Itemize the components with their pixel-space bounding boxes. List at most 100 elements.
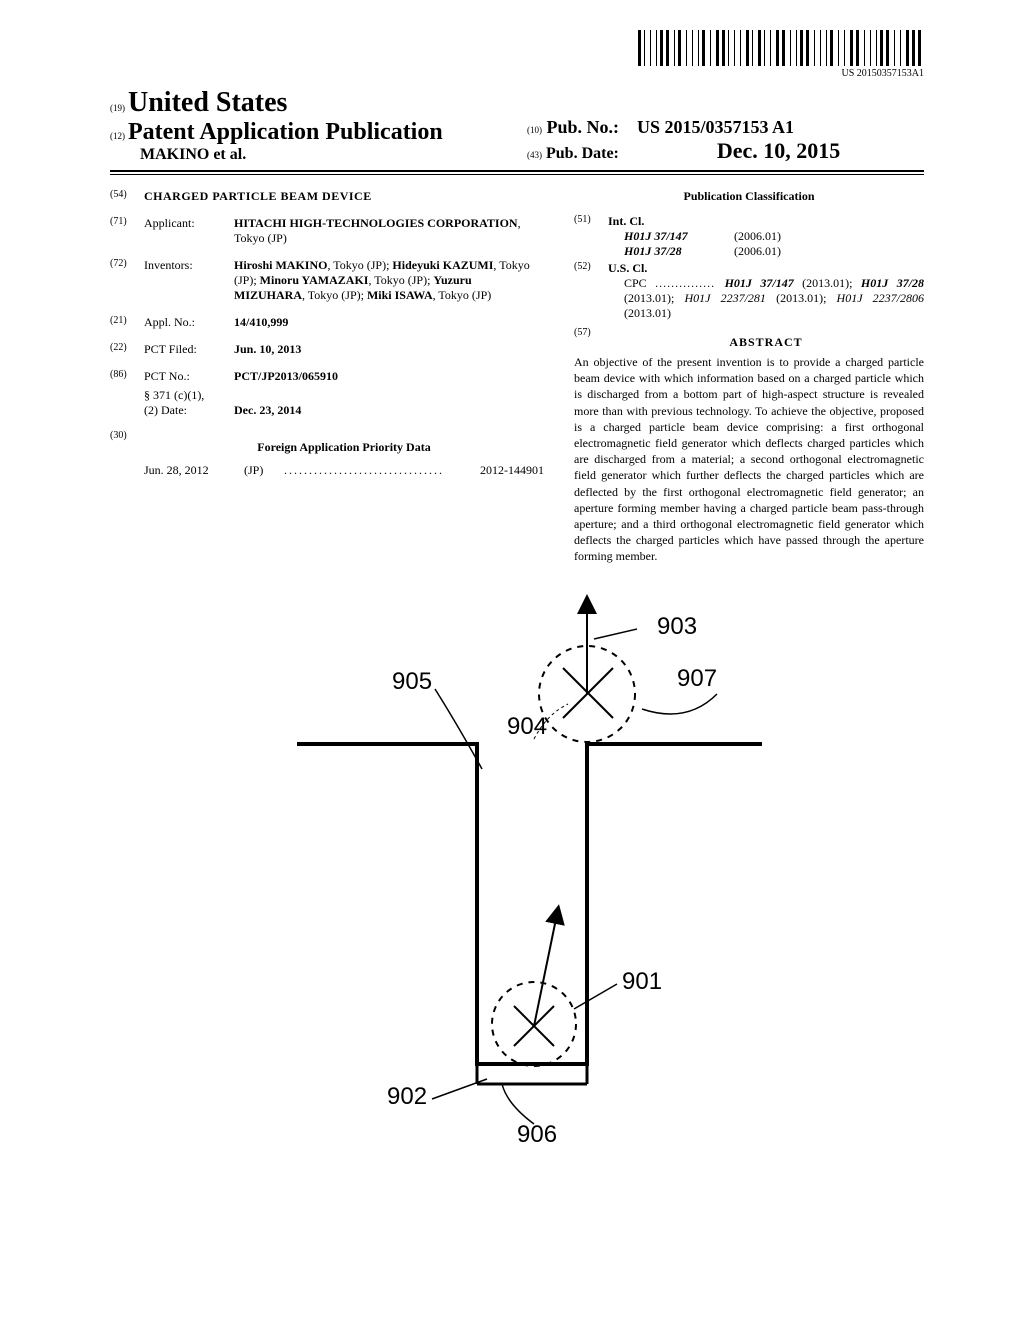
- field-num-71: (71): [110, 216, 144, 246]
- applicant-row: (71) Applicant: HITACHI HIGH-TECHNOLOGIE…: [110, 216, 544, 246]
- sec371-date-value: Dec. 23, 2014: [234, 403, 301, 417]
- field-num-30: (30): [110, 430, 144, 463]
- inventor-5: Miki ISAWA: [367, 288, 433, 302]
- figure-label-907: 907: [677, 665, 717, 692]
- field-num-57: (57): [574, 327, 608, 354]
- figure-label-904: 904: [507, 713, 547, 740]
- intcl-year-2: (2006.01): [734, 244, 781, 259]
- country-prefix: (19): [110, 103, 125, 113]
- publication-type: Patent Application Publication: [128, 119, 443, 145]
- left-column: (54) CHARGED PARTICLE BEAM DEVICE (71) A…: [110, 189, 544, 564]
- inventor-1: Hiroshi MAKINO: [234, 258, 327, 272]
- inventor-3-loc: , Tokyo (JP);: [368, 273, 433, 287]
- cpc-year-2: (2013.01);: [624, 291, 684, 305]
- applicant-label: Applicant:: [144, 216, 234, 246]
- pub-date-label: Pub. Date:: [546, 145, 619, 162]
- inventor-5-loc: , Tokyo (JP): [433, 288, 492, 302]
- header-left: (19) United States (12) Patent Applicati…: [110, 87, 507, 164]
- barcode: [638, 30, 924, 66]
- priority-app-no: 2012-144901: [444, 463, 544, 478]
- field-num-22: (22): [110, 342, 144, 357]
- cpc-code-4: H01J 2237/2806: [837, 291, 924, 305]
- inventor-2: Hideyuki KAZUMI: [392, 258, 493, 272]
- barcode-area: US 20150357153A1: [110, 30, 924, 79]
- inventors-list: Hiroshi MAKINO, Tokyo (JP); Hideyuki KAZ…: [234, 258, 544, 303]
- figure-area: 903 905 904 907 901 902 906: [110, 594, 924, 1148]
- sec371-label: § 371 (c)(1),: [144, 388, 544, 403]
- appl-no-label: Appl. No.:: [144, 315, 234, 330]
- intcl-code-2: H01J 37/28: [624, 244, 734, 259]
- divider-thick: [110, 170, 924, 172]
- figure-label-905: 905: [392, 668, 432, 695]
- publication-id-small: US 20150357153A1: [110, 68, 924, 79]
- intcl-entry-2: H01J 37/28 (2006.01): [624, 244, 924, 259]
- uscl-row: (52) U.S. Cl.: [574, 261, 924, 276]
- inventor-3: Minoru YAMAZAKI: [260, 273, 369, 287]
- title-row: (54) CHARGED PARTICLE BEAM DEVICE: [110, 189, 544, 204]
- field-num-51: (51): [574, 214, 608, 229]
- invention-title: CHARGED PARTICLE BEAM DEVICE: [144, 189, 544, 204]
- sec371-date-label: (2) Date:: [144, 403, 234, 418]
- field-num-21: (21): [110, 315, 144, 330]
- pct-filed-label: PCT Filed:: [144, 342, 234, 357]
- pub-date-prefix: (43): [527, 150, 542, 160]
- patent-figure: 903 905 904 907 901 902 906: [217, 594, 817, 1144]
- right-column: Publication Classification (51) Int. Cl.…: [574, 189, 924, 564]
- figure-label-901: 901: [622, 968, 662, 995]
- priority-heading-row: (30) Foreign Application Priority Data: [110, 430, 544, 463]
- priority-heading: Foreign Application Priority Data: [144, 440, 544, 455]
- cpc-year-3: (2013.01);: [766, 291, 837, 305]
- cpc-dots: ...............: [655, 276, 724, 290]
- inventors-row: (72) Inventors: Hiroshi MAKINO, Tokyo (J…: [110, 258, 544, 303]
- intcl-year-1: (2006.01): [734, 229, 781, 244]
- applicant-value: HITACHI HIGH-TECHNOLOGIES CORPORATION, T…: [234, 216, 544, 246]
- intcl-code-1: H01J 37/147: [624, 229, 734, 244]
- abstract-text: An objective of the present invention is…: [574, 354, 924, 564]
- priority-date: Jun. 28, 2012: [144, 463, 244, 478]
- appl-no-value: 14/410,999: [234, 315, 288, 329]
- intcl-row: (51) Int. Cl.: [574, 214, 924, 229]
- applicant-name: HITACHI HIGH-TECHNOLOGIES CORPORATION: [234, 216, 518, 230]
- field-num-72: (72): [110, 258, 144, 303]
- pct-no-row: (86) PCT No.: PCT/JP2013/065910: [110, 369, 544, 384]
- pct-filed-value: Jun. 10, 2013: [234, 342, 301, 356]
- cpc-block: CPC ............... H01J 37/147 (2013.01…: [624, 276, 924, 321]
- divider-thin: [110, 174, 924, 175]
- field-num-86: (86): [110, 369, 144, 384]
- pub-no-value: US 2015/0357153 A1: [637, 117, 794, 137]
- cpc-code-2: H01J 37/28: [861, 276, 924, 290]
- inventor-4-loc: , Tokyo (JP);: [302, 288, 367, 302]
- pub-date-value: Dec. 10, 2015: [717, 138, 840, 163]
- priority-data-row: Jun. 28, 2012 (JP) .....................…: [144, 463, 544, 478]
- cpc-code-3: H01J 2237/281: [684, 291, 765, 305]
- pct-no-label: PCT No.:: [144, 369, 234, 384]
- pub-type-prefix: (12): [110, 131, 125, 141]
- priority-dots: ................................: [284, 463, 444, 478]
- intcl-label: Int. Cl.: [608, 214, 644, 229]
- cpc-year-4: (2013.01): [624, 306, 671, 320]
- priority-country: (JP): [244, 463, 284, 478]
- appl-no-row: (21) Appl. No.: 14/410,999: [110, 315, 544, 330]
- cpc-label: CPC: [624, 276, 647, 290]
- inventors-label: Inventors:: [144, 258, 234, 303]
- inventor-1-loc: , Tokyo (JP);: [327, 258, 392, 272]
- country-name: United States: [128, 87, 287, 118]
- classification-heading: Publication Classification: [574, 189, 924, 204]
- header-right: (10) Pub. No.: US 2015/0357153 A1 (43) P…: [507, 117, 924, 164]
- cpc-code-1: H01J 37/147: [725, 276, 794, 290]
- pct-no-value: PCT/JP2013/065910: [234, 369, 338, 383]
- bibliographic-columns: (54) CHARGED PARTICLE BEAM DEVICE (71) A…: [110, 189, 924, 564]
- cpc-year-1: (2013.01);: [794, 276, 861, 290]
- figure-label-903: 903: [657, 613, 697, 640]
- field-num-52: (52): [574, 261, 608, 276]
- figure-label-902: 902: [387, 1083, 427, 1110]
- pub-no-prefix: (10): [527, 125, 542, 135]
- header-row: (19) United States (12) Patent Applicati…: [110, 87, 924, 164]
- abstract-heading: ABSTRACT: [608, 335, 924, 350]
- abstract-heading-row: (57) ABSTRACT: [574, 327, 924, 354]
- intcl-entry-1: H01J 37/147 (2006.01): [624, 229, 924, 244]
- field-num-54: (54): [110, 189, 144, 204]
- pct-filed-row: (22) PCT Filed: Jun. 10, 2013: [110, 342, 544, 357]
- sec371-block: § 371 (c)(1), (2) Date: Dec. 23, 2014: [144, 388, 544, 418]
- figure-label-906: 906: [517, 1121, 557, 1144]
